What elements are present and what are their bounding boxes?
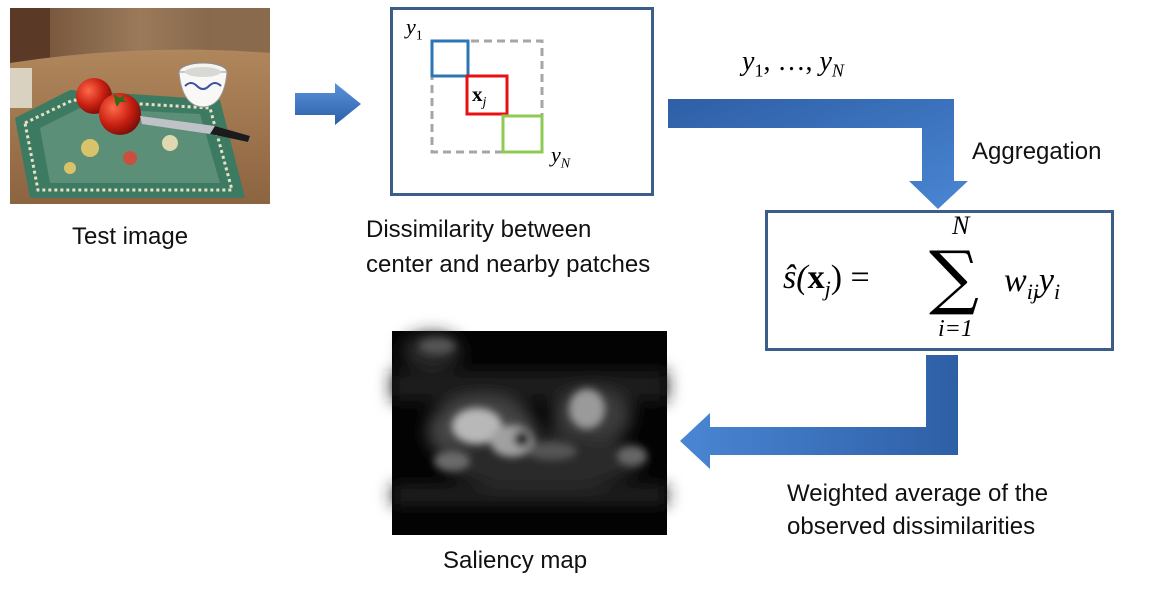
patch-label-last: yN: [551, 142, 571, 172]
patch-center: [465, 74, 509, 116]
saliency-map-caption: Saliency map: [443, 547, 588, 574]
weighted-caption-line2: observed dissimilarities: [787, 513, 1036, 540]
formula-sum-lower: i=1: [938, 316, 973, 342]
sum-symbol: ∑: [929, 236, 979, 318]
patch-label-first: y1: [406, 14, 423, 44]
formula-lhs: ŝ(xj) =: [783, 259, 870, 301]
patch-caption-line2: center and nearby patches: [366, 251, 651, 278]
formula-box: [765, 210, 1114, 351]
patch-caption-line1: Dissimilarity between: [366, 216, 592, 243]
aggregation-label: Aggregation: [972, 138, 1102, 165]
patch-first: [430, 39, 470, 78]
output-arrow: [680, 355, 958, 469]
patch-diagram: [430, 39, 544, 154]
saliency-map: [392, 331, 667, 535]
saliency-map-image: [392, 331, 667, 535]
test-image-photo: [10, 8, 270, 205]
weighted-caption-line1: Weighted average of the: [787, 480, 1049, 507]
test-image: [10, 8, 270, 205]
neighborhood-region: [430, 39, 544, 154]
patch-last: [501, 114, 544, 154]
formula-term: wijyi: [1004, 262, 1061, 304]
sequence-label: y1, …, yN: [742, 46, 844, 81]
arrow-right-1: [295, 83, 361, 125]
patch-box: [390, 7, 654, 196]
formula-sum-upper: N: [952, 211, 970, 240]
patch-label-center: xj: [472, 82, 487, 111]
test-image-caption: Test image: [72, 223, 189, 250]
aggregation-arrow: [668, 99, 968, 209]
